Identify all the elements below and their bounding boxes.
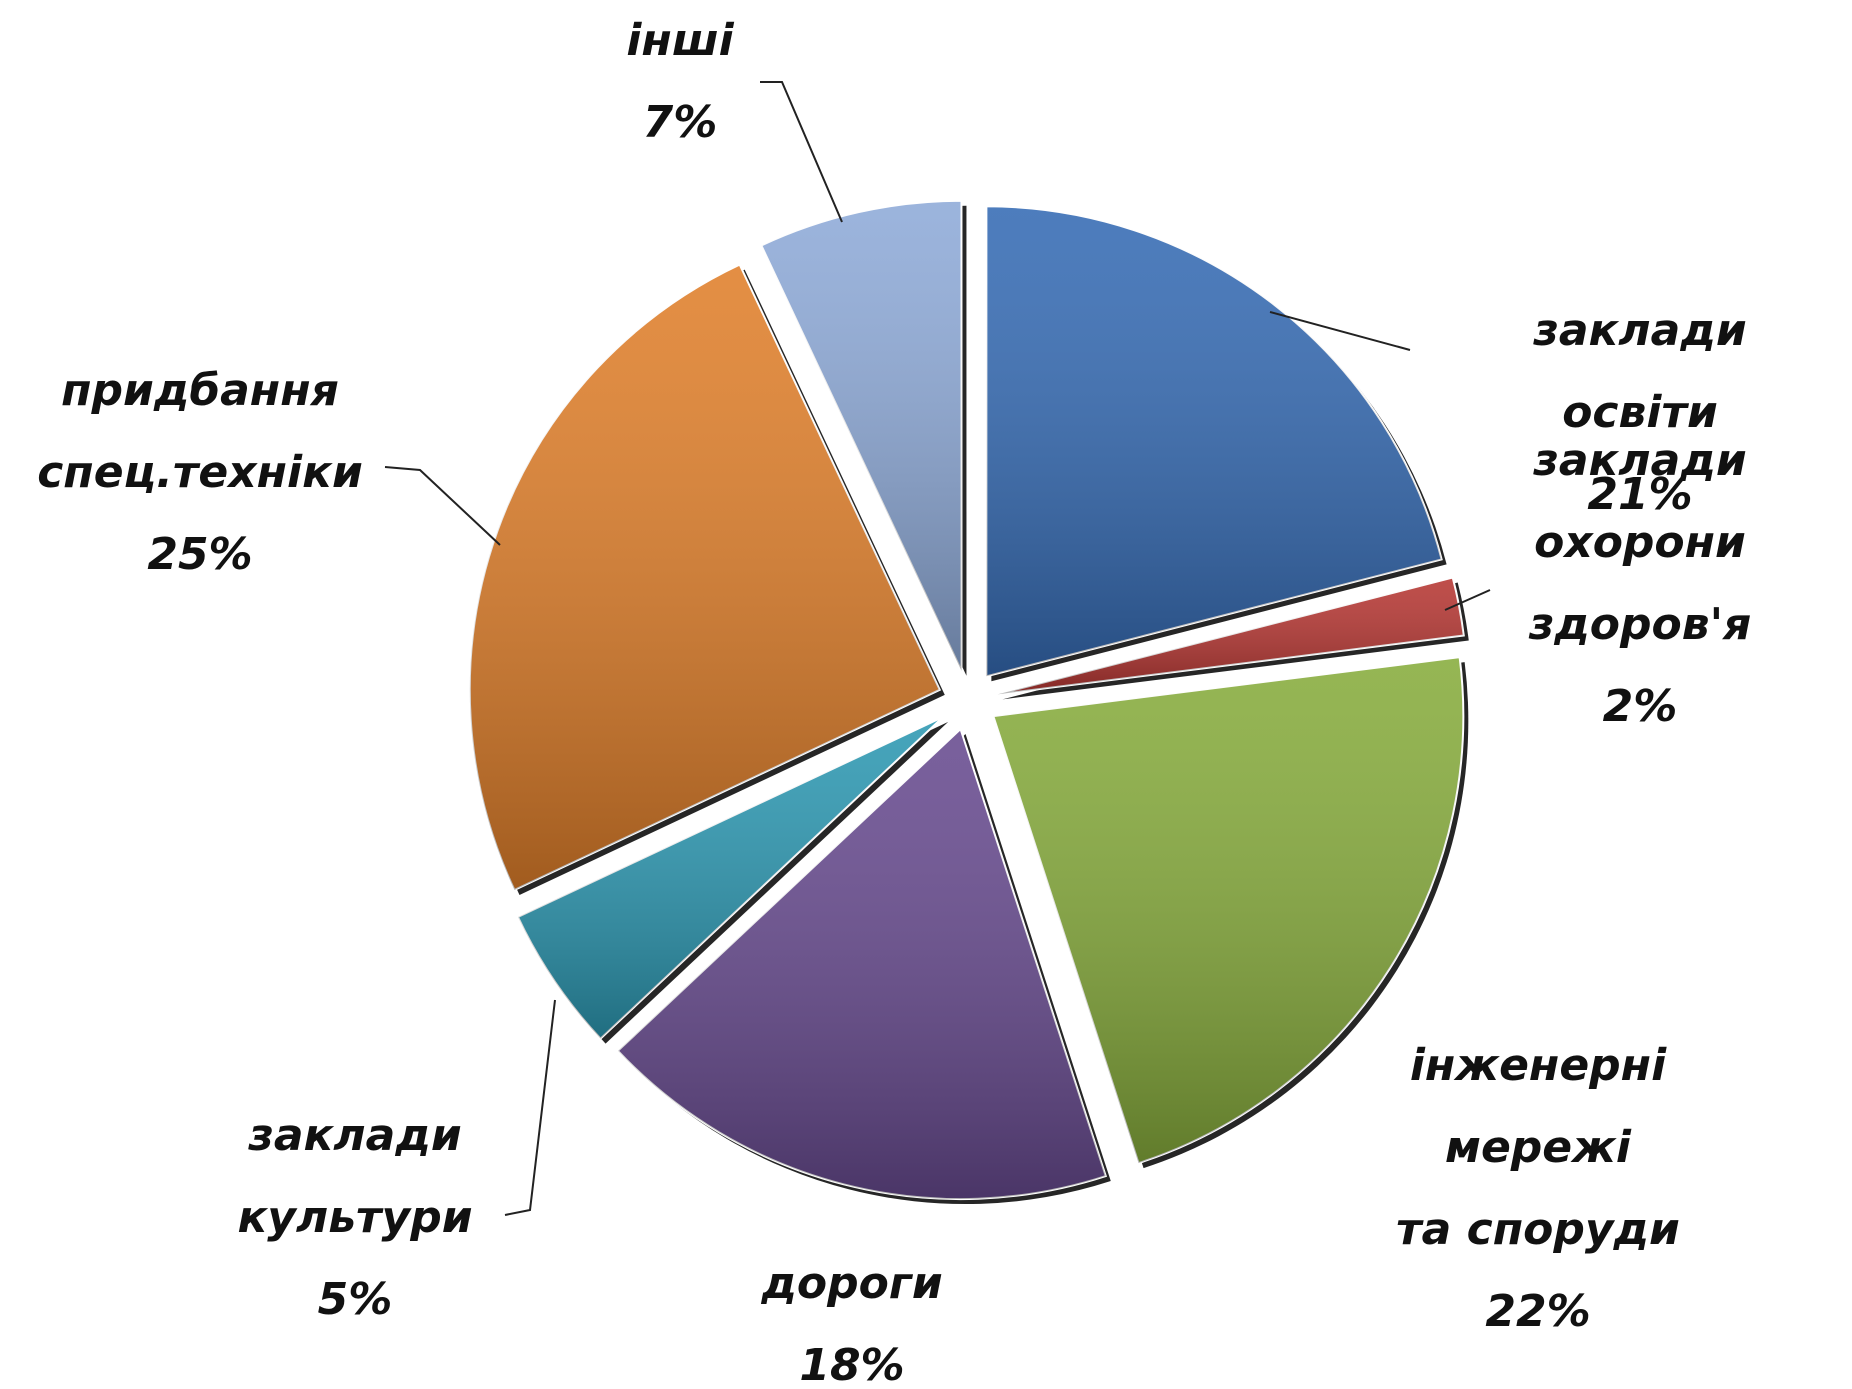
category-name: заклади охорони здоров'я: [1528, 435, 1752, 650]
slice-label: дороги 18%: [761, 1243, 942, 1389]
value-label: 5%: [317, 1274, 393, 1325]
slice-shade: [986, 206, 1442, 677]
value-label: 21%: [1587, 469, 1693, 520]
slice-shade: [997, 577, 1464, 695]
slice-label: придбання спец.техніки 25%: [37, 350, 363, 596]
slice-label: заклади освіти 21%: [1533, 290, 1746, 536]
slice-label: заклади охорони здоров'я 2%: [1529, 420, 1752, 748]
value-label: 25%: [147, 529, 253, 580]
slice-shade: [993, 657, 1464, 1164]
slice-shade: [517, 716, 944, 1039]
value-label: 18%: [799, 1340, 905, 1389]
leader-line: [760, 81, 843, 223]
leader-line: [1444, 589, 1491, 611]
leader-line: [1269, 311, 1411, 351]
category-name: дороги: [761, 1258, 943, 1309]
category-name: інженерні мережі та споруди: [1396, 1040, 1680, 1255]
slice-label: інженерні мережі та споруди 22%: [1396, 1025, 1680, 1353]
category-name: інші: [626, 15, 734, 66]
category-name: заклади освіти: [1533, 305, 1747, 438]
value-label: 22%: [1485, 1286, 1591, 1337]
slice-shade: [469, 264, 940, 890]
category-name: придбання спец.техніки: [37, 365, 363, 498]
slice-label: інші 7%: [626, 0, 733, 164]
value-label: 2%: [1602, 681, 1678, 732]
value-label: 7%: [642, 97, 718, 148]
leader-line: [504, 999, 556, 1216]
slice-shade: [617, 729, 1106, 1200]
slice-label: заклади культури 5%: [237, 1095, 472, 1341]
leader-line: [384, 466, 501, 546]
category-name: заклади культури: [237, 1110, 473, 1243]
slice-shade: [761, 200, 962, 671]
